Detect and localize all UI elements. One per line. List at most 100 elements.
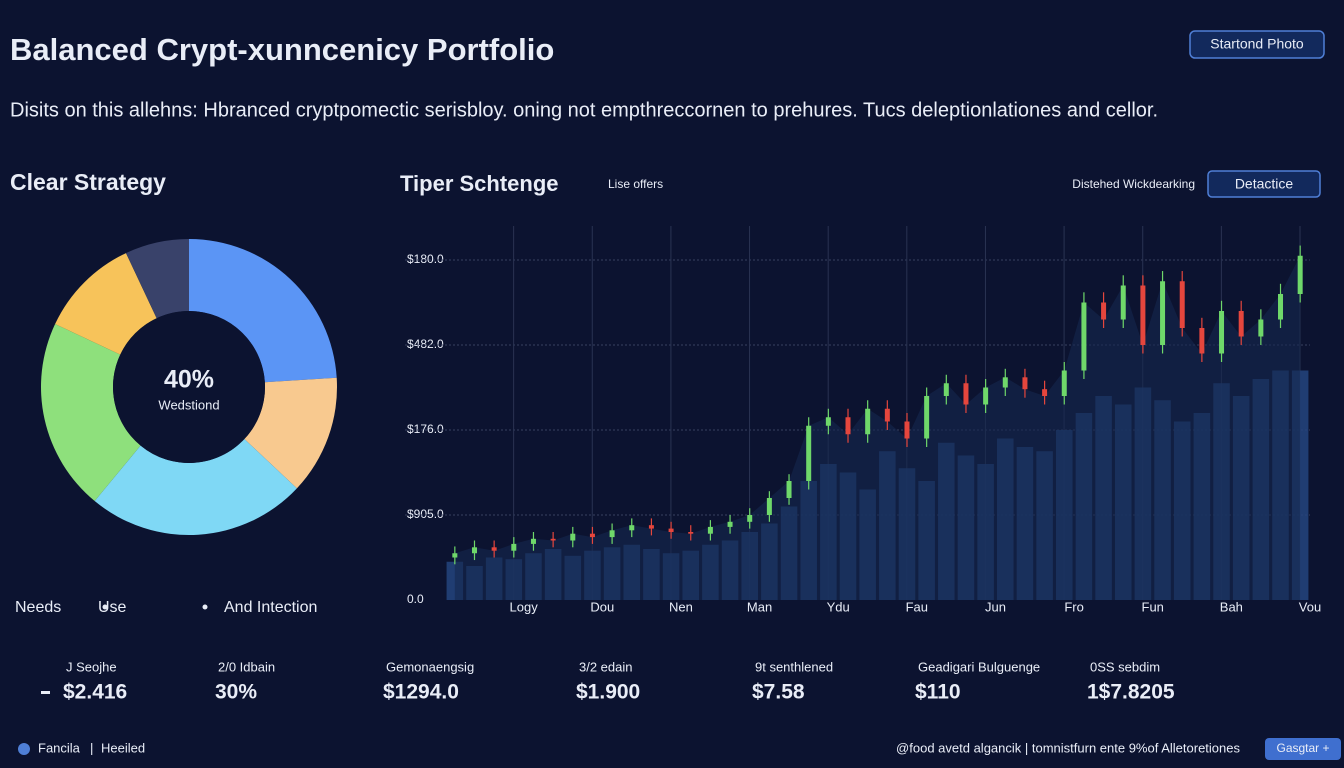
- candle-body: [1238, 311, 1244, 337]
- x-tick-label: Logy: [510, 599, 539, 614]
- panel-subtitle: Lise offers: [608, 177, 663, 191]
- candle-body: [806, 425, 812, 481]
- candle-body: [904, 421, 910, 439]
- candle-body: [550, 538, 556, 541]
- legend-item: And Intection: [224, 599, 317, 616]
- y-tick-label: $176.0: [407, 422, 444, 436]
- candle-body: [609, 530, 615, 538]
- button-label[interactable]: Detactice: [1235, 176, 1294, 192]
- button-label[interactable]: Startond Photo: [1210, 36, 1304, 52]
- side-label: Distehed Wickdearking: [1072, 177, 1195, 191]
- candle-body: [924, 396, 930, 439]
- candle-body: [1120, 285, 1126, 320]
- donut-segment: [244, 377, 337, 489]
- candle-body: [1258, 319, 1264, 337]
- candle-body: [1160, 281, 1166, 345]
- candle-body: [530, 538, 536, 544]
- candle-body: [865, 408, 871, 435]
- donut-segment: [94, 439, 297, 535]
- panel-title: Clear Strategy: [10, 169, 166, 195]
- stat-label: J Seojhe: [66, 659, 117, 674]
- y-tick-label: 0.0: [407, 592, 424, 606]
- candle-body: [943, 383, 949, 396]
- separator: |: [90, 740, 93, 755]
- candle-body: [511, 543, 517, 551]
- candle-body: [1061, 370, 1067, 396]
- stat-label: 3/2 edain: [579, 659, 633, 674]
- button-bg[interactable]: [1265, 738, 1341, 760]
- button-label[interactable]: Gasgtar +: [1276, 741, 1329, 755]
- x-tick-label: Dou: [590, 599, 614, 614]
- candlestick-chart: 0.0 $905.0 $176.0 $482.0 $180.0 Logy Dou Nen Man…: [405, 226, 1321, 614]
- y-tick-label: $482.0: [407, 337, 444, 351]
- candle-body: [491, 547, 497, 551]
- candle-body: [1101, 302, 1107, 320]
- candle-body: [1042, 389, 1048, 396]
- candle-body: [747, 515, 753, 522]
- legend-item: Needs: [15, 599, 61, 616]
- candle-body: [825, 417, 831, 426]
- footer-link[interactable]: Fancila: [38, 740, 81, 755]
- price-area: [454, 255, 1301, 600]
- candle-body: [668, 528, 674, 532]
- candle-body: [845, 417, 851, 435]
- candle-body: [452, 553, 458, 558]
- candle-body: [1219, 311, 1225, 354]
- candle-body: [963, 383, 969, 405]
- candle-body: [648, 525, 654, 529]
- x-tick-label: Fau: [906, 599, 928, 614]
- page-title: Balanced Crypt-xunncenicy Portfolio: [10, 32, 554, 67]
- donut-center-label: Wedstiond: [158, 397, 219, 412]
- stat-value: $7.58: [752, 681, 805, 704]
- donut-segment: [125, 239, 189, 319]
- footer-button[interactable]: Gasgtar +: [1265, 738, 1341, 760]
- x-tick-label: Vou: [1299, 599, 1321, 614]
- candle-body: [786, 481, 792, 498]
- donut-segment: [55, 253, 157, 355]
- candle-body: [1278, 294, 1284, 320]
- photo-button[interactable]: Startond Photo: [1189, 30, 1325, 59]
- dash-icon: [41, 691, 50, 694]
- detail-button[interactable]: Detactice: [1207, 170, 1321, 198]
- candle-body: [1199, 328, 1205, 354]
- candle-body: [570, 533, 576, 541]
- footer-link[interactable]: Heeiled: [101, 740, 145, 755]
- donut-center-value: 40%: [164, 366, 214, 394]
- legend-dot: [102, 604, 108, 610]
- candle-body: [1297, 255, 1303, 294]
- stat-label: 2/0 Idbain: [218, 659, 275, 674]
- x-tick-label: Fro: [1064, 599, 1084, 614]
- x-tick-label: Ydu: [827, 599, 850, 614]
- stat-label: Gemonaengsig: [386, 659, 474, 674]
- x-tick-label: Man: [747, 599, 772, 614]
- x-tick-label: Bah: [1220, 599, 1243, 614]
- stat-label: 0SS sebdim: [1090, 659, 1160, 674]
- donut-segment: [189, 239, 337, 383]
- candle-body: [983, 387, 989, 405]
- button-bg[interactable]: [1189, 30, 1325, 59]
- donut-hole: [113, 311, 265, 463]
- stat-label: Geadigari Bulguenge: [918, 659, 1040, 674]
- candle-body: [688, 532, 694, 534]
- y-tick-label: $905.0: [407, 507, 444, 521]
- stat-label: 9t senthlened: [755, 659, 833, 674]
- candle-body: [1081, 302, 1087, 371]
- stat-value: $1294.0: [383, 681, 459, 704]
- footer-icon: [18, 743, 30, 755]
- candle-body: [471, 547, 477, 554]
- candle-body: [1002, 377, 1008, 388]
- description: Disits on this allehns: Hbranced cryptpo…: [10, 99, 1158, 121]
- donut-chart: [40, 239, 337, 535]
- candle-body: [1022, 377, 1028, 390]
- stat-value: $2.416: [63, 681, 127, 704]
- candle-body: [629, 525, 635, 531]
- stat-value: 1$7.8205: [1087, 681, 1175, 704]
- candle-body: [727, 521, 733, 527]
- stat-value: $1.900: [576, 681, 640, 704]
- candle-body: [884, 408, 890, 422]
- y-tick-label: $180.0: [407, 252, 444, 266]
- candle-body: [707, 526, 713, 534]
- button-bg[interactable]: [1207, 170, 1321, 198]
- candle-body: [1140, 285, 1146, 345]
